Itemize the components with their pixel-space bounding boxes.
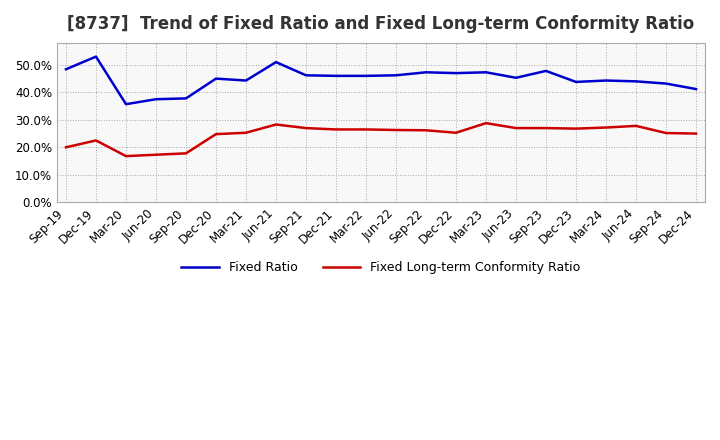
Fixed Long-term Conformity Ratio [271, 122, 280, 127]
Fixed Ratio [572, 79, 580, 84]
Fixed Long-term Conformity Ratio [62, 145, 71, 150]
Fixed Long-term Conformity Ratio [181, 151, 190, 156]
Fixed Long-term Conformity Ratio [361, 127, 370, 132]
Fixed Ratio [361, 73, 370, 78]
Fixed Ratio [242, 78, 251, 83]
Line: Fixed Ratio: Fixed Ratio [66, 57, 696, 104]
Fixed Ratio [302, 73, 310, 78]
Fixed Long-term Conformity Ratio [332, 127, 341, 132]
Fixed Long-term Conformity Ratio [602, 125, 611, 130]
Fixed Long-term Conformity Ratio [451, 130, 460, 136]
Fixed Ratio [271, 59, 280, 65]
Fixed Long-term Conformity Ratio [692, 131, 701, 136]
Fixed Ratio [631, 79, 640, 84]
Fixed Ratio [122, 102, 130, 107]
Fixed Long-term Conformity Ratio [631, 123, 640, 128]
Fixed Ratio [692, 86, 701, 92]
Fixed Long-term Conformity Ratio [212, 132, 220, 137]
Fixed Ratio [482, 70, 490, 75]
Fixed Ratio [392, 73, 400, 78]
Legend: Fixed Ratio, Fixed Long-term Conformity Ratio: Fixed Ratio, Fixed Long-term Conformity … [176, 256, 585, 279]
Fixed Ratio [602, 78, 611, 83]
Fixed Long-term Conformity Ratio [152, 152, 161, 158]
Fixed Long-term Conformity Ratio [662, 130, 670, 136]
Fixed Long-term Conformity Ratio [572, 126, 580, 131]
Fixed Ratio [541, 68, 550, 73]
Fixed Ratio [62, 66, 71, 72]
Fixed Ratio [181, 96, 190, 101]
Title: [8737]  Trend of Fixed Ratio and Fixed Long-term Conformity Ratio: [8737] Trend of Fixed Ratio and Fixed Lo… [68, 15, 695, 33]
Line: Fixed Long-term Conformity Ratio: Fixed Long-term Conformity Ratio [66, 123, 696, 156]
Fixed Long-term Conformity Ratio [242, 130, 251, 136]
Fixed Ratio [422, 70, 431, 75]
Fixed Long-term Conformity Ratio [91, 138, 100, 143]
Fixed Long-term Conformity Ratio [541, 125, 550, 131]
Fixed Long-term Conformity Ratio [302, 125, 310, 131]
Fixed Ratio [332, 73, 341, 78]
Fixed Ratio [91, 54, 100, 59]
Fixed Ratio [451, 70, 460, 76]
Fixed Ratio [512, 75, 521, 81]
Fixed Ratio [662, 81, 670, 86]
Fixed Long-term Conformity Ratio [392, 127, 400, 132]
Fixed Ratio [212, 76, 220, 81]
Fixed Long-term Conformity Ratio [512, 125, 521, 131]
Fixed Long-term Conformity Ratio [122, 154, 130, 159]
Fixed Long-term Conformity Ratio [482, 121, 490, 126]
Fixed Long-term Conformity Ratio [422, 128, 431, 133]
Fixed Ratio [152, 97, 161, 102]
